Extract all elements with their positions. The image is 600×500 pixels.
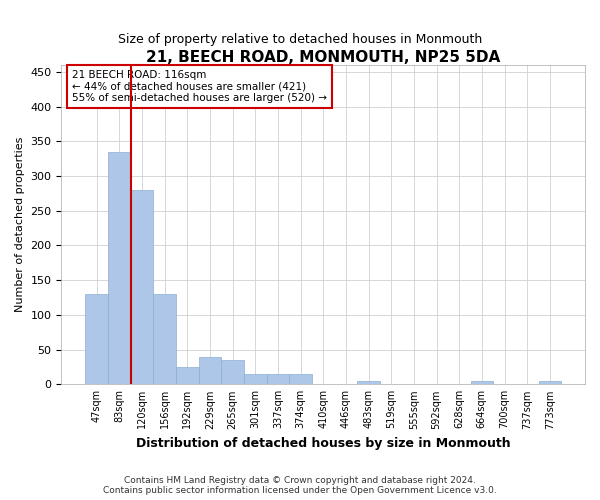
Bar	[176, 367, 199, 384]
Bar	[244, 374, 266, 384]
Y-axis label: Number of detached properties: Number of detached properties	[15, 137, 25, 312]
Text: Size of property relative to detached houses in Monmouth: Size of property relative to detached ho…	[118, 32, 482, 46]
Bar	[153, 294, 176, 384]
Bar	[539, 381, 561, 384]
X-axis label: Distribution of detached houses by size in Monmouth: Distribution of detached houses by size …	[136, 437, 511, 450]
Text: Contains HM Land Registry data © Crown copyright and database right 2024.
Contai: Contains HM Land Registry data © Crown c…	[103, 476, 497, 495]
Bar	[199, 356, 221, 384]
Title: 21, BEECH ROAD, MONMOUTH, NP25 5DA: 21, BEECH ROAD, MONMOUTH, NP25 5DA	[146, 50, 500, 65]
Bar	[289, 374, 312, 384]
Bar	[357, 381, 380, 384]
Bar	[470, 381, 493, 384]
Bar	[131, 190, 153, 384]
Bar	[108, 152, 131, 384]
Text: 21 BEECH ROAD: 116sqm
← 44% of detached houses are smaller (421)
55% of semi-det: 21 BEECH ROAD: 116sqm ← 44% of detached …	[72, 70, 327, 103]
Bar	[221, 360, 244, 384]
Bar	[85, 294, 108, 384]
Bar	[266, 374, 289, 384]
